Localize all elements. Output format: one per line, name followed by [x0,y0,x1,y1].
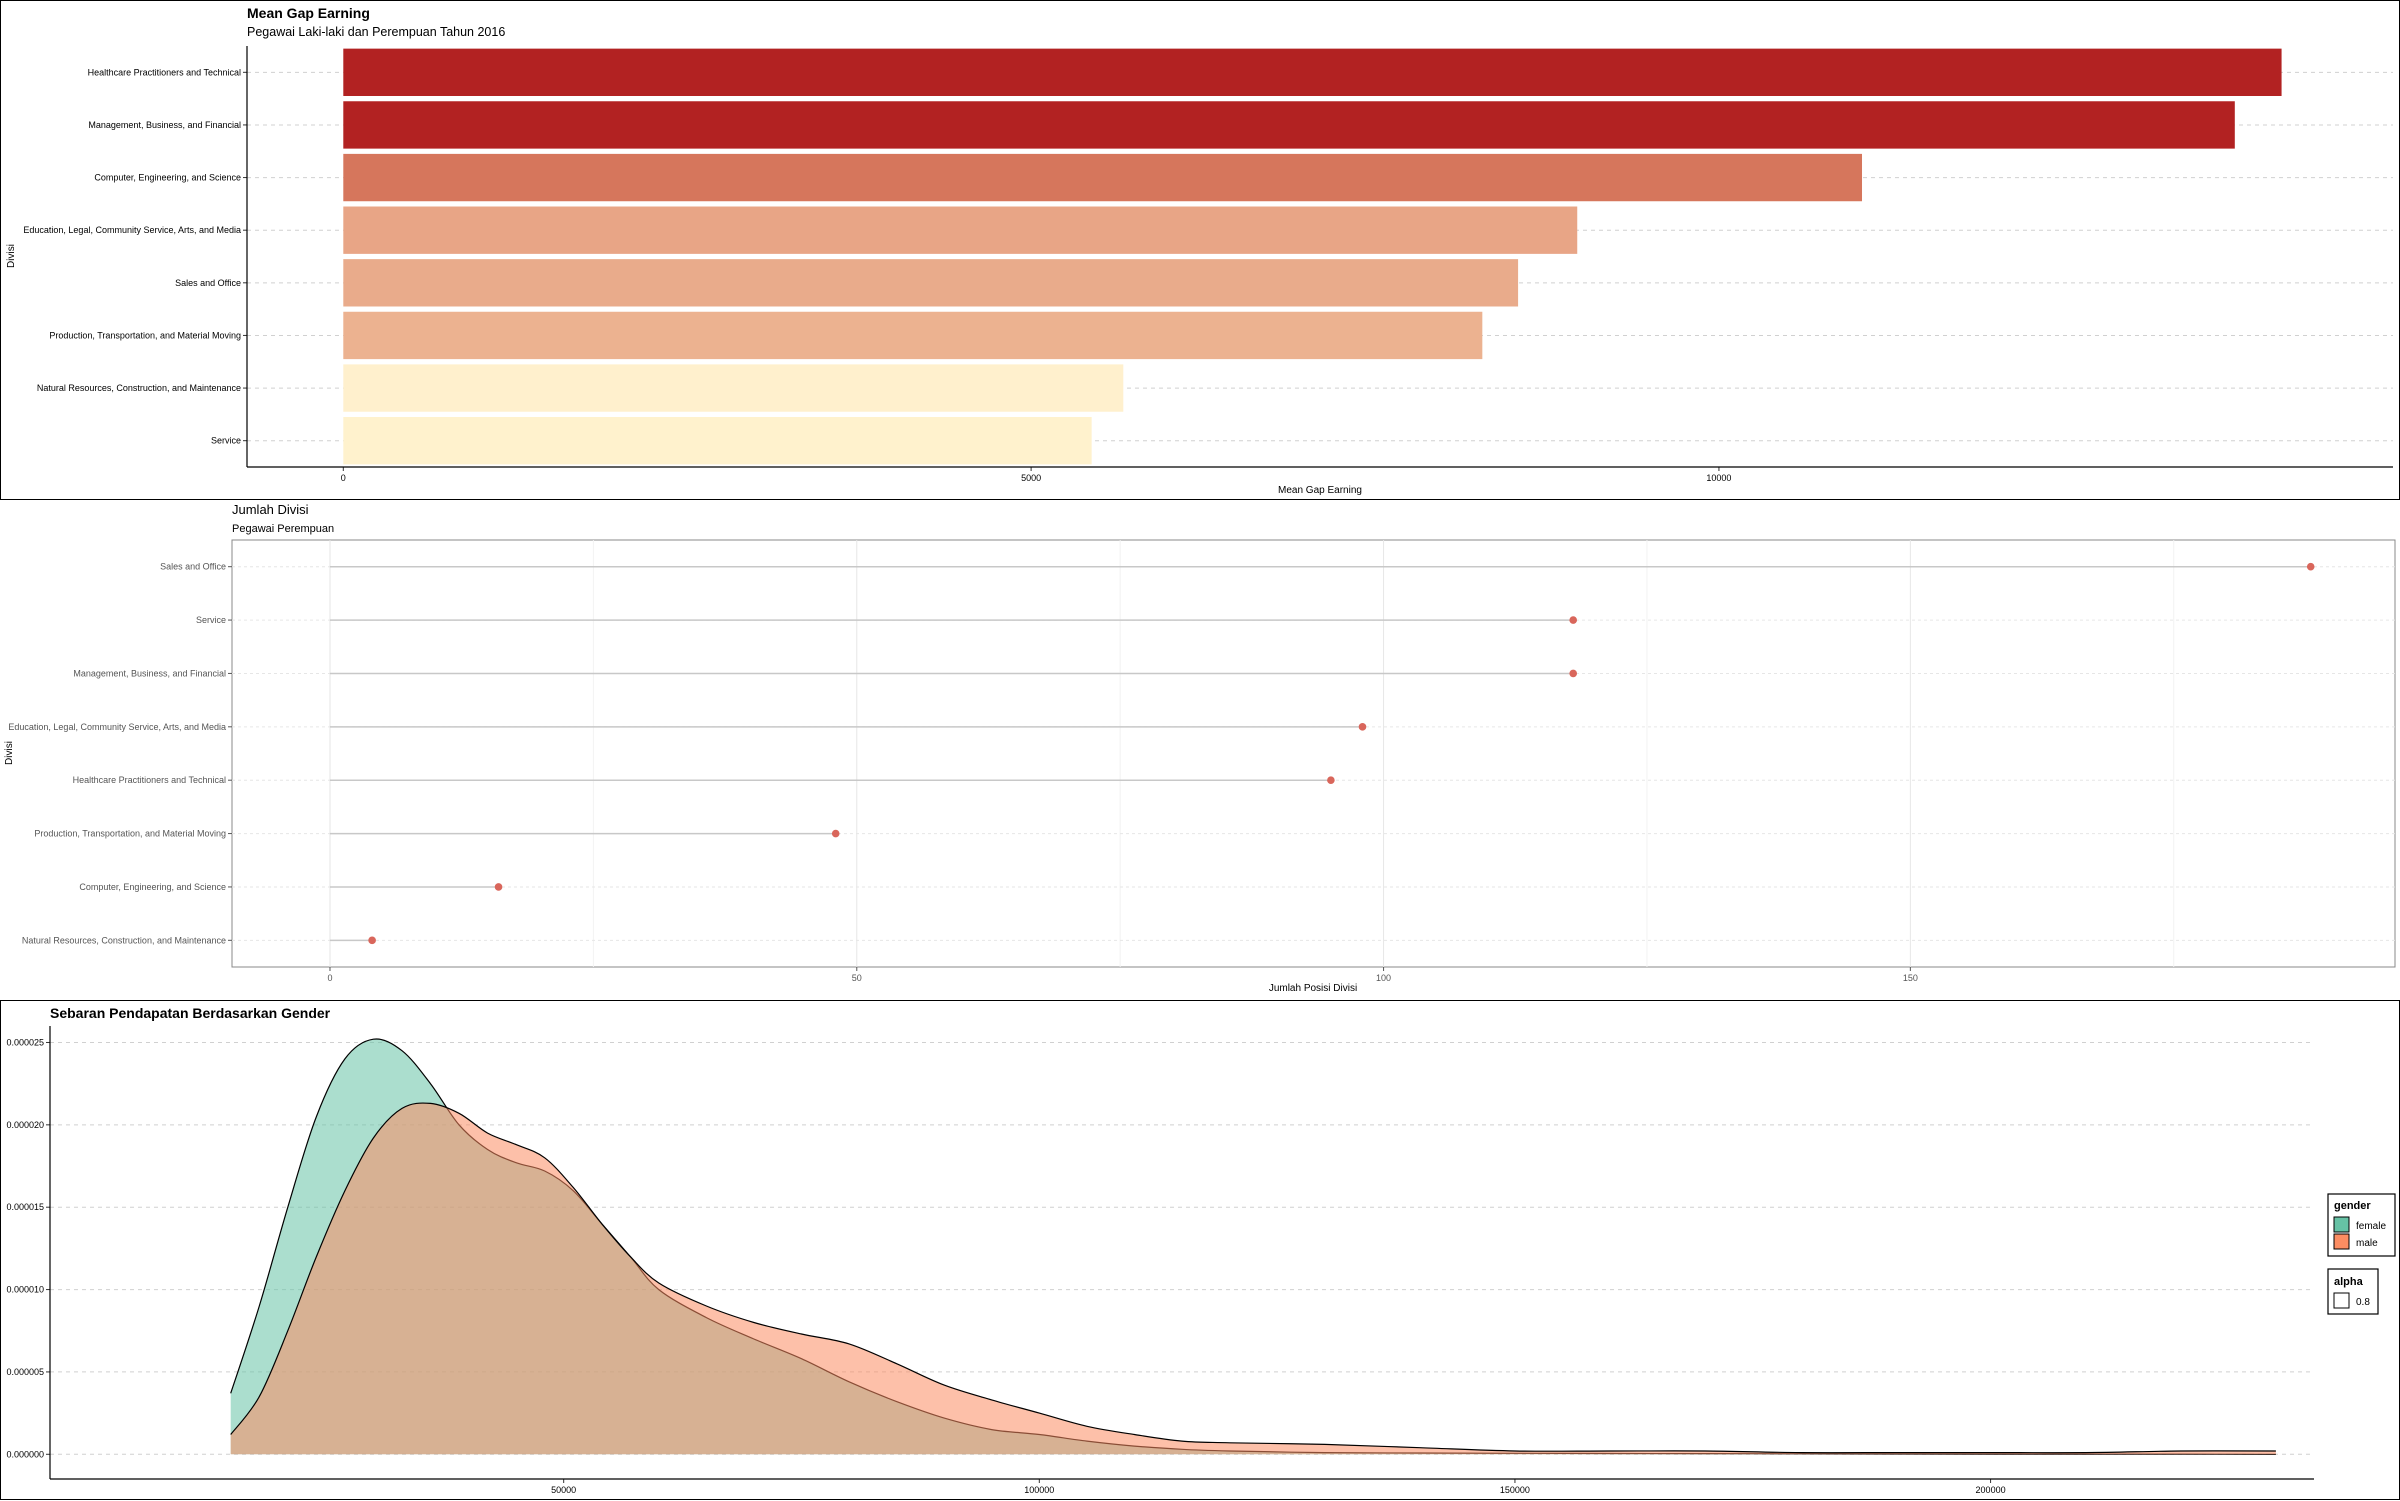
x-axis-label: Jumlah Posisi Divisi [1269,983,1357,994]
sebaran-pendapatan-panel: Sebaran Pendapatan Berdasarkan Gender 0.… [0,1000,2400,1500]
lollipop-point [368,936,376,945]
y-tick-label: 0.000020 [6,1120,44,1130]
plot-panel-border [231,539,2396,968]
y-axis-label: Divisi [4,741,15,765]
bar [343,259,1519,307]
x-tick-label: 200000 [1976,1485,2006,1495]
x-axis-label: Mean Gap Earning [1278,485,1362,496]
y-tick-label: Computer, Engineering, and Science [94,173,241,183]
y-tick-label: Service [211,436,241,446]
y-tick-label: Healthcare Practitioners and Technical [88,67,241,77]
x-tick-label: 50 [852,973,862,983]
y-tick-label: 0.000000 [6,1449,44,1459]
y-tick-label: Education, Legal, Community Service, Art… [23,225,241,235]
y-tick-label: Production, Transportation, and Material… [49,330,241,340]
bar [343,101,2235,149]
lollipop-point [831,829,840,838]
y-tick-label: Sales and Office [160,562,226,572]
x-tick-label: 100 [1376,973,1391,983]
bar [343,153,1863,202]
mean-gap-earning-chart: Mean Gap Earning Pegawai Laki-laki dan P… [6,5,2393,496]
y-tick-label: Management, Business, and Financial [88,120,241,130]
legend-alpha: alpha 0.8 [2327,1268,2379,1315]
chart-title: Mean Gap Earning [247,5,370,21]
chart-title: Jumlah Divisi [232,502,309,517]
x-tick-label: 150 [1903,973,1918,983]
y-tick-label: Natural Resources, Construction, and Mai… [37,383,241,393]
y-tick-label: Healthcare Practitioners and Technical [73,775,226,785]
y-tick-label: 0.000025 [6,1037,44,1047]
chart-subtitle: Pegawai Laki-laki dan Perempuan Tahun 20… [247,25,505,39]
lollipop-point [1569,616,1578,624]
lollipop-point [1358,723,1367,731]
lollipop-point [494,883,503,891]
y-tick-label: Education, Legal, Community Service, Art… [8,722,226,732]
bar [343,206,1578,254]
legend-gender: gender female male [2327,1193,2396,1257]
density-area-male [230,1103,2276,1455]
x-tick-label: 100000 [1024,1485,1054,1495]
x-tick-label: 10000 [1706,473,1731,483]
legend-label-alpha: 0.8 [2356,1297,2370,1308]
legend-key-female [2333,1216,2350,1233]
chart-title: Sebaran Pendapatan Berdasarkan Gender [50,1005,331,1021]
y-tick-label: 0.000015 [6,1202,44,1212]
y-tick-label: Production, Transportation, and Material… [34,829,226,839]
legend-title: alpha [2334,1276,2364,1288]
income-density-chart: Sebaran Pendapatan Berdasarkan Gender 0.… [6,1005,2396,1495]
y-tick-label: Sales and Office [175,278,241,288]
y-tick-label: 0.000005 [6,1367,44,1377]
legend-key-alpha [2333,1292,2350,1309]
legend-title: gender [2334,1200,2371,1212]
x-tick-label: 5000 [1021,473,1041,483]
legend-label-male: male [2356,1238,2378,1249]
density-line-male [230,1102,2276,1454]
y-tick-label: Management, Business, and Financial [73,668,226,678]
lollipop-point [1569,669,1578,678]
lollipop-point [2306,562,2315,571]
bar [343,364,1124,412]
x-tick-label: 50000 [551,1485,576,1495]
lollipop-point [1327,776,1335,784]
x-tick-label: 0 [341,473,346,483]
mean-gap-earning-panel: Mean Gap Earning Pegawai Laki-laki dan P… [0,0,2400,500]
y-axis-label: Divisi [6,244,17,268]
y-tick-label: Computer, Engineering, and Science [79,882,226,892]
x-tick-label: 0 [327,973,332,983]
chart-subtitle: Pegawai Perempuan [232,523,334,535]
legend-key-male [2333,1233,2350,1250]
legend-label-female: female [2356,1221,2386,1232]
x-tick-label: 150000 [1500,1485,1530,1495]
jumlah-divisi-chart: Jumlah Divisi Pegawai Perempuan Sales an… [4,502,2396,994]
bar [343,311,1483,360]
bar [343,417,1092,465]
jumlah-divisi-panel: Jumlah Divisi Pegawai Perempuan Sales an… [0,500,2400,998]
y-tick-label: Service [196,615,226,625]
bar [343,48,2282,96]
y-tick-label: Natural Resources, Construction, and Mai… [22,935,226,945]
y-tick-label: 0.000010 [6,1285,44,1295]
